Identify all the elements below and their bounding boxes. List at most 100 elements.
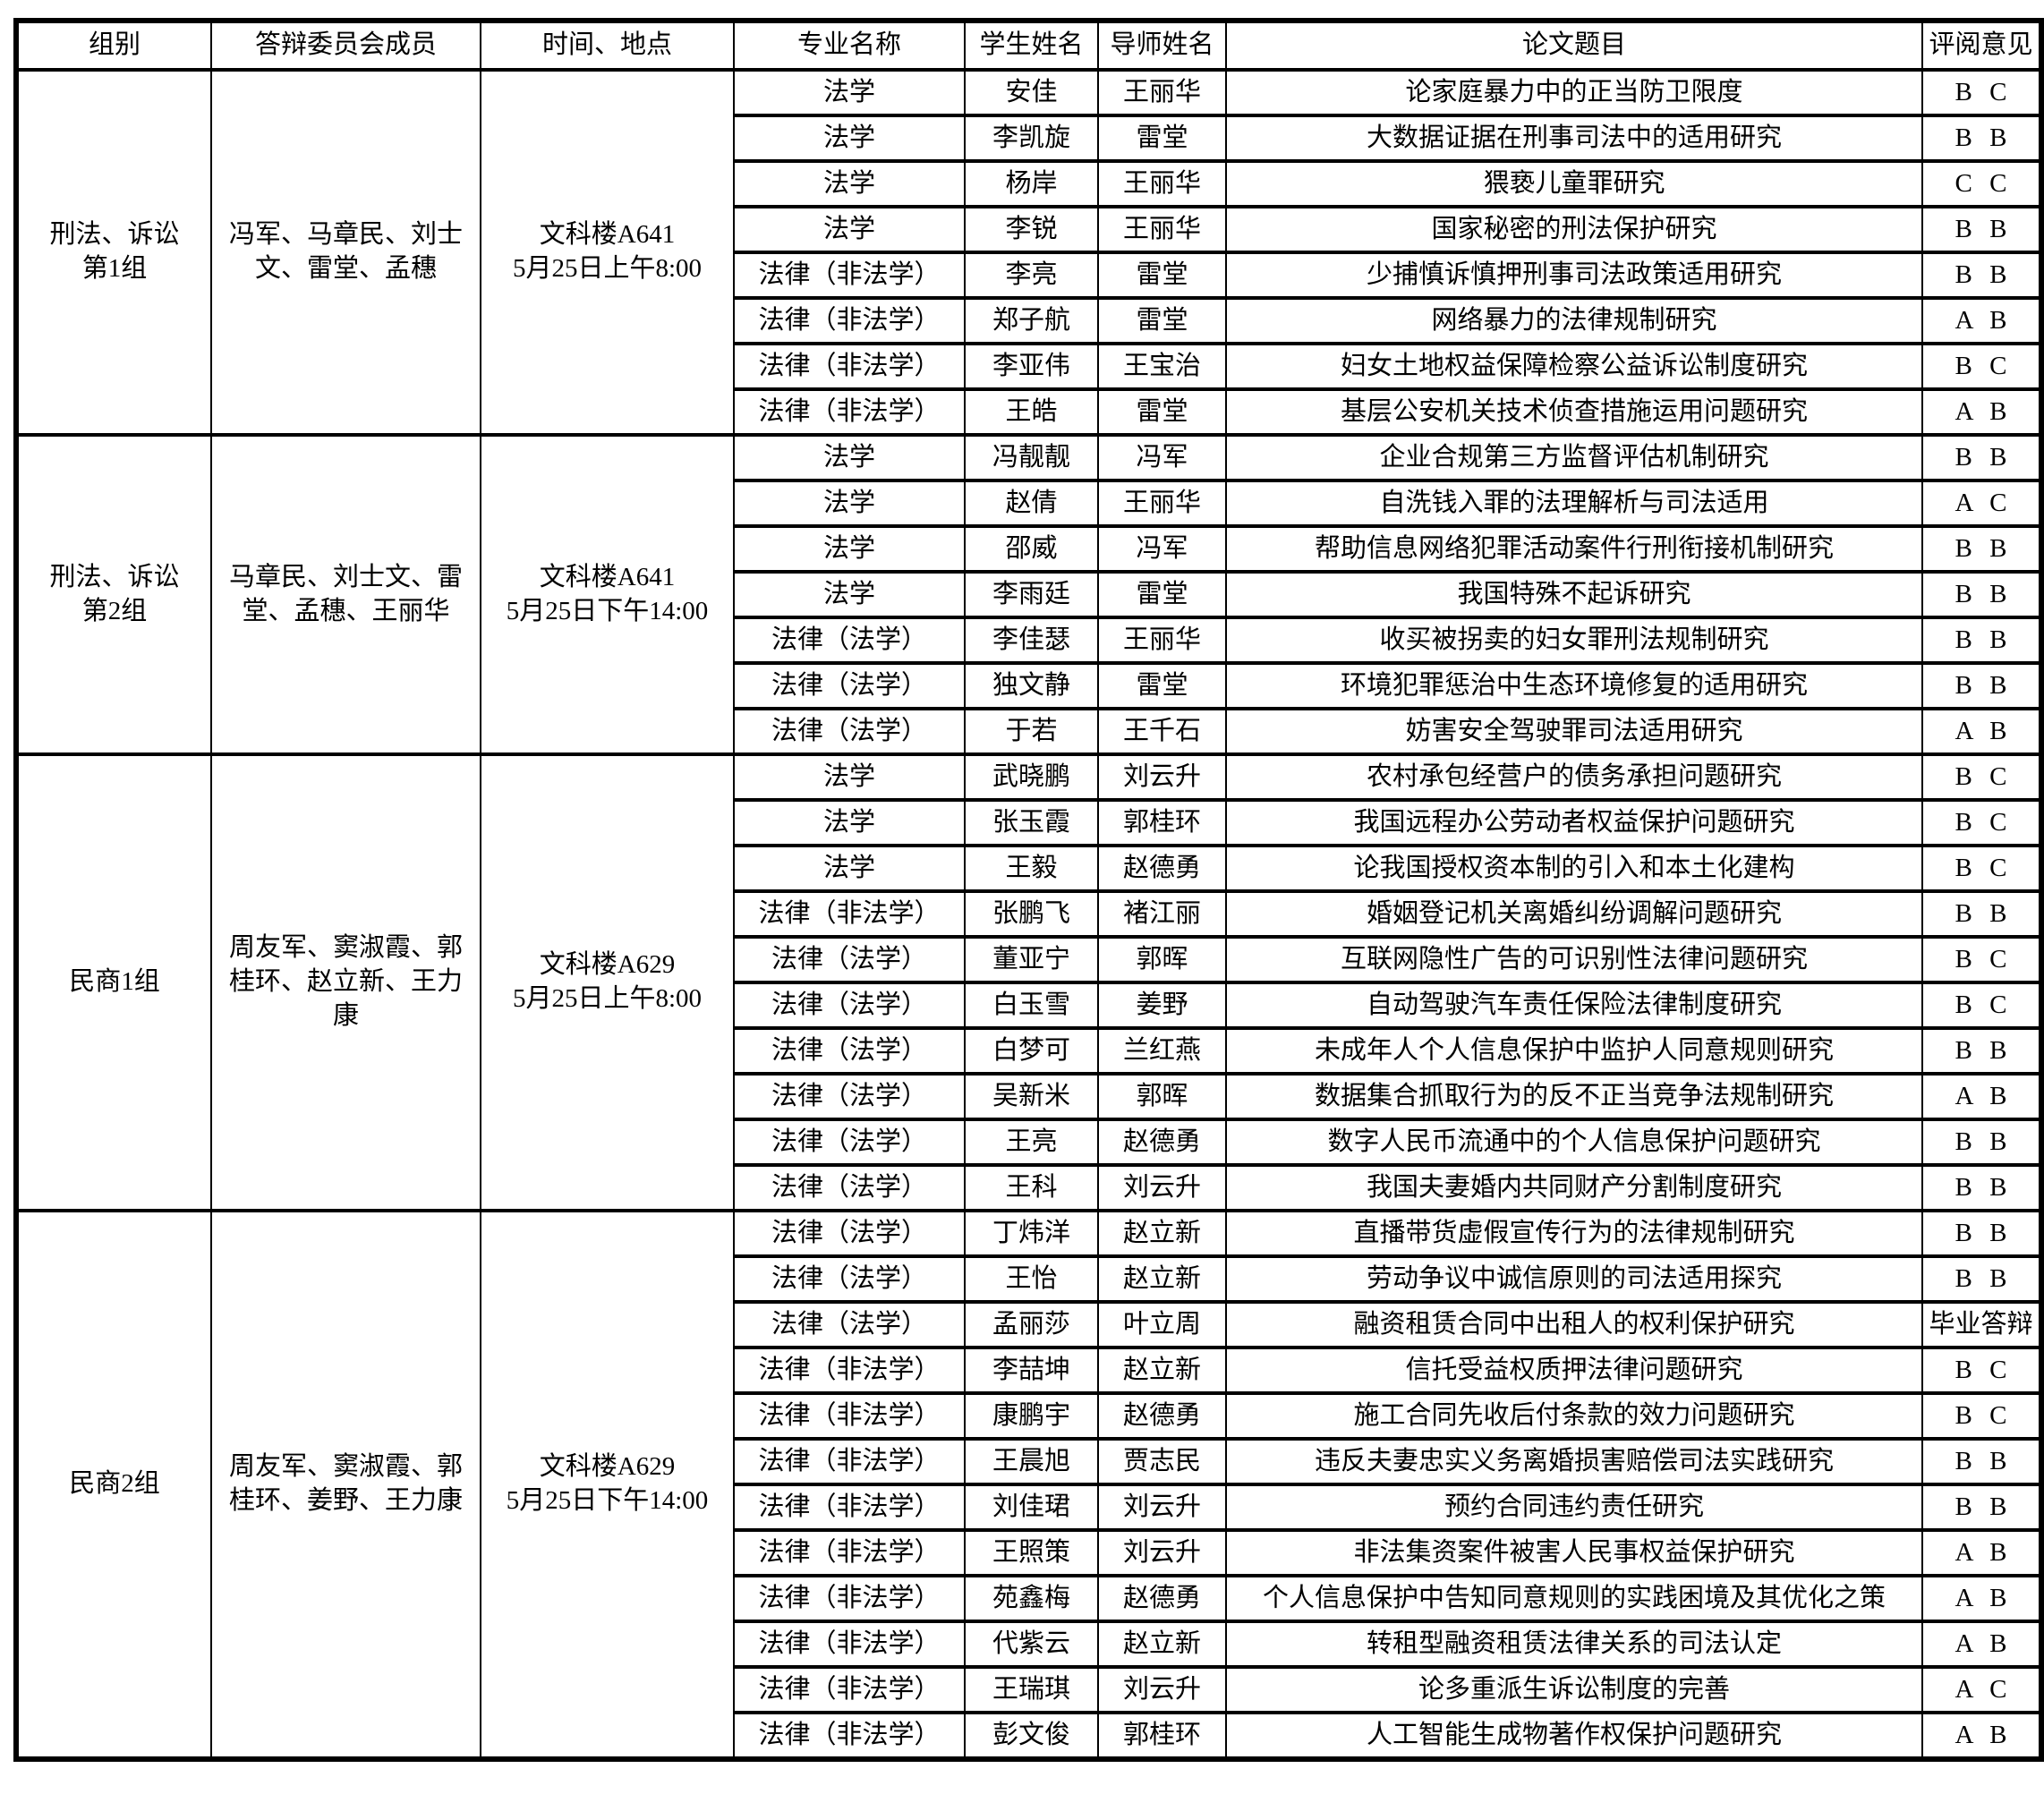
thesis-title-cell: 违反夫妻忠实义务离婚损害赔偿司法实践研究 [1225,1437,1923,1486]
table-row: 刑法、诉讼 第1组 冯军、马章民、刘士文、雷堂、孟穗 文科楼A641 5月25日上午… [15,68,2042,437]
thesis-title-cell: 帮助信息网络犯罪活动案件行刑衔接机制研究 [1225,524,1923,574]
advisor-name-cell: 刘云升 [1097,1163,1227,1212]
major-cell: 法律（非法学） [733,342,966,391]
student-name-cell: 王亮 [964,1118,1099,1167]
table-row: 法律（非法学） 彭文俊 郭桂环 人工智能生成物著作权保护问题研究 A B [16,1711,2042,1761]
thesis-title-cell: 预约合同违约责任研究 [1225,1483,1923,1532]
thesis-title-cell: 国家秘密的刑法保护研究 [1225,205,1923,254]
table-row: 法律（非法学） 李喆坤 赵立新 信托受益权质押法律问题研究 B C [16,1346,2042,1395]
major-cell: 法律（非法学） [733,1346,966,1395]
table-row: 法律（法学） 于若 王千石 妨害安全驾驶罪司法适用研究 A B [16,707,2042,756]
review-opinion-cell: A C [1921,1665,2042,1714]
table-row: 法律（法学） 独文静 雷堂 环境犯罪惩治中生态环境修复的适用研究 B B [16,661,2042,710]
table-row: 法律（非法学） 代紫云 赵立新 转租型融资租赁法律关系的司法认定 A B [16,1620,2042,1669]
col-header-student: 学生姓名 [964,19,1099,72]
review-opinion-cell: B C [1921,935,2042,984]
student-name-cell: 吴新米 [964,1072,1099,1121]
table-row: 法律（非法学） 刘佳珺 刘云升 预约合同违约责任研究 B B [16,1483,2042,1532]
thesis-title-cell: 非法集资案件被害人民事权益保护研究 [1225,1528,1923,1577]
student-name-cell: 邵威 [964,524,1099,574]
major-cell: 法律（非法学） [733,1574,966,1623]
major-cell: 法学 [733,433,966,482]
student-name-cell: 代紫云 [964,1620,1099,1669]
thesis-title-cell: 融资租赁合同中出租人的权利保护研究 [1225,1300,1923,1349]
review-opinion-cell: B B [1921,1437,2042,1486]
advisor-name-cell: 王丽华 [1097,68,1227,117]
review-opinion-cell: B C [1921,981,2042,1030]
table-row: 法学 杨岸 王丽华 猥亵儿童罪研究 C C [16,159,2042,208]
student-name-cell: 李雨廷 [964,570,1099,619]
advisor-name-cell: 刘云升 [1097,1483,1227,1532]
review-opinion-cell: A B [1921,387,2042,437]
advisor-name-cell: 刘云升 [1097,1528,1227,1577]
table-row: 法律（非法学） 王照策 刘云升 非法集资案件被害人民事权益保护研究 A B [16,1528,2042,1577]
review-opinion-cell: A B [1921,1711,2042,1761]
table-row: 法律（法学） 孟丽莎 叶立周 融资租赁合同中出租人的权利保护研究 毕业答辩 [16,1300,2042,1349]
table-row: 法律（法学） 王科 刘云升 我国夫妻婚内共同财产分割制度研究 B B [16,1163,2042,1212]
table-row: 法律（非法学） 张鹏飞 褚江丽 婚姻登记机关离婚纠纷调解问题研究 B B [16,889,2042,939]
advisor-name-cell: 冯军 [1097,524,1227,574]
advisor-name-cell: 郭晖 [1097,935,1227,984]
group-name-cell: 刑法、诉讼 第1组 [15,68,212,437]
thesis-title-cell: 劳动争议中诚信原则的司法适用探究 [1225,1254,1923,1304]
major-cell: 法律（非法学） [733,1483,966,1532]
advisor-name-cell: 赵德勇 [1097,844,1227,893]
review-opinion-cell: B C [1921,342,2042,391]
table-row: 法律（非法学） 李亮 雷堂 少捕慎诉慎押刑事司法政策适用研究 B B [16,251,2042,300]
major-cell: 法学 [733,479,966,528]
advisor-name-cell: 赵立新 [1097,1346,1227,1395]
student-name-cell: 王科 [964,1163,1099,1212]
table-row: 法学 李锐 王丽华 国家秘密的刑法保护研究 B B [16,205,2042,254]
table-row: 法律（非法学） 郑子航 雷堂 网络暴力的法律规制研究 A B [16,296,2042,345]
thesis-title-cell: 未成年人个人信息保护中监护人同意规则研究 [1225,1026,1923,1076]
thesis-title-cell: 我国特殊不起诉研究 [1225,570,1923,619]
table-row: 法律（非法学） 苑鑫梅 赵德勇 个人信息保护中告知同意规则的实践困境及其优化之策 A B [16,1574,2042,1623]
student-name-cell: 康鹏宇 [964,1391,1099,1441]
student-name-cell: 李锐 [964,205,1099,254]
review-opinion-cell: A B [1921,296,2042,345]
col-header-committee: 答辩委员会成员 [210,19,481,72]
review-opinion-cell: A B [1921,1620,2042,1669]
advisor-name-cell: 刘云升 [1097,752,1227,802]
student-name-cell: 王瑞琪 [964,1665,1099,1714]
major-cell: 法律（非法学） [733,1437,966,1486]
time-place-cell: 文科楼A629 5月25日上午8:00 [480,752,735,1212]
thesis-title-cell: 数据集合抓取行为的反不正当竞争法规制研究 [1225,1072,1923,1121]
thesis-title-cell: 妨害安全驾驶罪司法适用研究 [1225,707,1923,756]
advisor-name-cell: 赵立新 [1097,1254,1227,1304]
thesis-title-cell: 农村承包经营户的债务承担问题研究 [1225,752,1923,802]
review-opinion-cell: B B [1921,1026,2042,1076]
advisor-name-cell: 赵德勇 [1097,1391,1227,1441]
student-name-cell: 王照策 [964,1528,1099,1577]
student-name-cell: 李凯旋 [964,114,1099,163]
major-cell: 法律（法学） [733,1300,966,1349]
student-name-cell: 冯靓靓 [964,433,1099,482]
major-cell: 法学 [733,570,966,619]
committee-cell: 冯军、马章民、刘士文、雷堂、孟穗 [210,68,481,437]
review-opinion-cell: B C [1921,68,2042,117]
table-row: 法学 王毅 赵德勇 论我国授权资本制的引入和本土化建构 B C [16,844,2042,893]
student-name-cell: 王皓 [964,387,1099,437]
major-cell: 法学 [733,844,966,893]
major-cell: 法律（非法学） [733,251,966,300]
major-cell: 法律（法学） [733,1254,966,1304]
advisor-name-cell: 雷堂 [1097,114,1227,163]
table-row: 法学 赵倩 王丽华 自洗钱入罪的法理解析与司法适用 A C [16,479,2042,528]
table-row: 法学 邵威 冯军 帮助信息网络犯罪活动案件行刑衔接机制研究 B B [16,524,2042,574]
major-cell: 法律（法学） [733,661,966,710]
thesis-title-cell: 猥亵儿童罪研究 [1225,159,1923,208]
col-header-major: 专业名称 [733,19,966,72]
thesis-title-cell: 妇女土地权益保障检察公益诉讼制度研究 [1225,342,1923,391]
review-opinion-cell: B C [1921,844,2042,893]
student-name-cell: 孟丽莎 [964,1300,1099,1349]
advisor-name-cell: 姜野 [1097,981,1227,1030]
advisor-name-cell: 雷堂 [1097,296,1227,345]
advisor-name-cell: 郭晖 [1097,1072,1227,1121]
student-name-cell: 刘佳珺 [964,1483,1099,1532]
table-row: 法学 李凯旋 雷堂 大数据证据在刑事司法中的适用研究 B B [16,114,2042,163]
major-cell: 法律（法学） [733,981,966,1030]
table-row: 法律（非法学） 王晨旭 贾志民 违反夫妻忠实义务离婚损害赔偿司法实践研究 B B [16,1437,2042,1486]
thesis-title-cell: 企业合规第三方监督评估机制研究 [1225,433,1923,482]
major-cell: 法学 [733,159,966,208]
major-cell: 法律（法学） [733,1118,966,1167]
